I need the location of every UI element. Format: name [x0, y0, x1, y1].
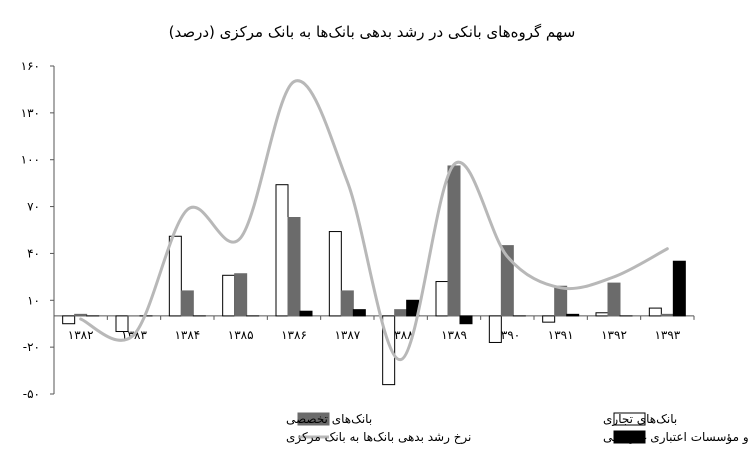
y-axis-ticks: ۱۶۰ ۱۳۰ ۱۰۰ ۷۰ ۴۰ ۱۰ -۲۰ -۵۰: [21, 59, 54, 401]
bar-0-1: [115, 315, 129, 333]
bar-0-4: [275, 184, 289, 317]
bar-1-6: [394, 309, 408, 317]
x-tick-label: ۱۳۸۹: [441, 328, 467, 342]
x-axis-ticks: ۱۳۸۲ ۱۳۸۳ ۱۳۸۴ ۱۳۸۵ ۱۳۸۶ ۱۳۸۷ ۱۳۸۸ ۱۳۸۹ ۱۳۹۰ ۱۳۹۱…: [53, 315, 695, 342]
x-tick-label: ۱۳۸۶: [281, 328, 307, 342]
y-tick-label: ۴۰: [27, 246, 40, 260]
x-tick-label: ۱۳۸۷: [334, 328, 360, 342]
bar-0-0: [62, 315, 76, 325]
y-tick-label: -۵۰: [23, 387, 40, 401]
y-tick-label: ۱۳۰: [21, 106, 40, 120]
y-tick-label: ۱۰۰: [21, 153, 40, 167]
legend-label-growth-rate: نرخ رشد بدهی بانک‌ها به بانک مرکزی: [286, 430, 471, 445]
bars-layer: [62, 165, 686, 386]
x-tick-label: ۱۳۸۵: [228, 328, 254, 342]
bar-2-4: [299, 310, 313, 317]
x-tick-label: ۱۳۹۳: [654, 328, 680, 342]
bar-0-11: [648, 307, 662, 317]
bar-2-7: [459, 315, 473, 325]
bar-0-5: [328, 231, 342, 317]
bar-2-9: [566, 313, 580, 317]
bar-1-11: [660, 313, 674, 317]
bar-0-10: [595, 312, 609, 317]
bar-1-9: [554, 285, 568, 317]
x-tick-label: ۱۳۸۴: [174, 328, 200, 342]
bar-0-2: [168, 235, 182, 317]
legend-swatch-specialized-banks: [297, 412, 330, 426]
y-tick-label: -۲۰: [23, 340, 40, 354]
legend-label-commercial-banks: بانک‌های تجاری: [603, 412, 677, 427]
bar-0-8: [488, 315, 502, 343]
bar-0-9: [542, 315, 556, 323]
bar-1-2: [180, 290, 194, 317]
bar-0-3: [222, 274, 236, 317]
x-tick-label: ۱۳۹۱: [548, 328, 574, 342]
y-tick-label: ۷۰: [27, 200, 40, 214]
y-tick-label: ۱۶۰: [21, 59, 40, 73]
legend-swatch-commercial-banks: [613, 412, 646, 426]
bar-1-0: [74, 313, 88, 317]
bar-1-10: [607, 282, 621, 317]
chart-title: سهم گروه‌های بانکی در رشد بدهی بانک‌ها ب…: [169, 23, 576, 41]
series-line-0: [79, 79, 669, 362]
y-tick-label: ۱۰: [27, 293, 40, 307]
legend: بانک‌های تخصصی نرخ رشد بدهی بانک‌ها به ب…: [286, 412, 750, 445]
bar-1-4: [287, 217, 301, 317]
bar-2-11: [672, 260, 686, 317]
bar-1-8: [500, 245, 514, 317]
bar-1-5: [340, 290, 354, 317]
x-tick-label: ۱۳۹۲: [601, 328, 627, 342]
bar-2-5: [352, 309, 366, 317]
line-layer: [79, 79, 669, 362]
bar-1-7: [447, 165, 461, 317]
bar-0-7: [435, 281, 449, 317]
bar-1-3: [234, 273, 248, 317]
x-tick-label: ۱۳۸۲: [68, 328, 94, 342]
legend-label-private-banks: بانک‌های غیردولتی و مؤسسات اعتباری غیربا…: [603, 430, 750, 445]
legend-label-specialized-banks: بانک‌های تخصصی: [286, 412, 372, 426]
legend-swatch-private-banks: [613, 430, 646, 444]
